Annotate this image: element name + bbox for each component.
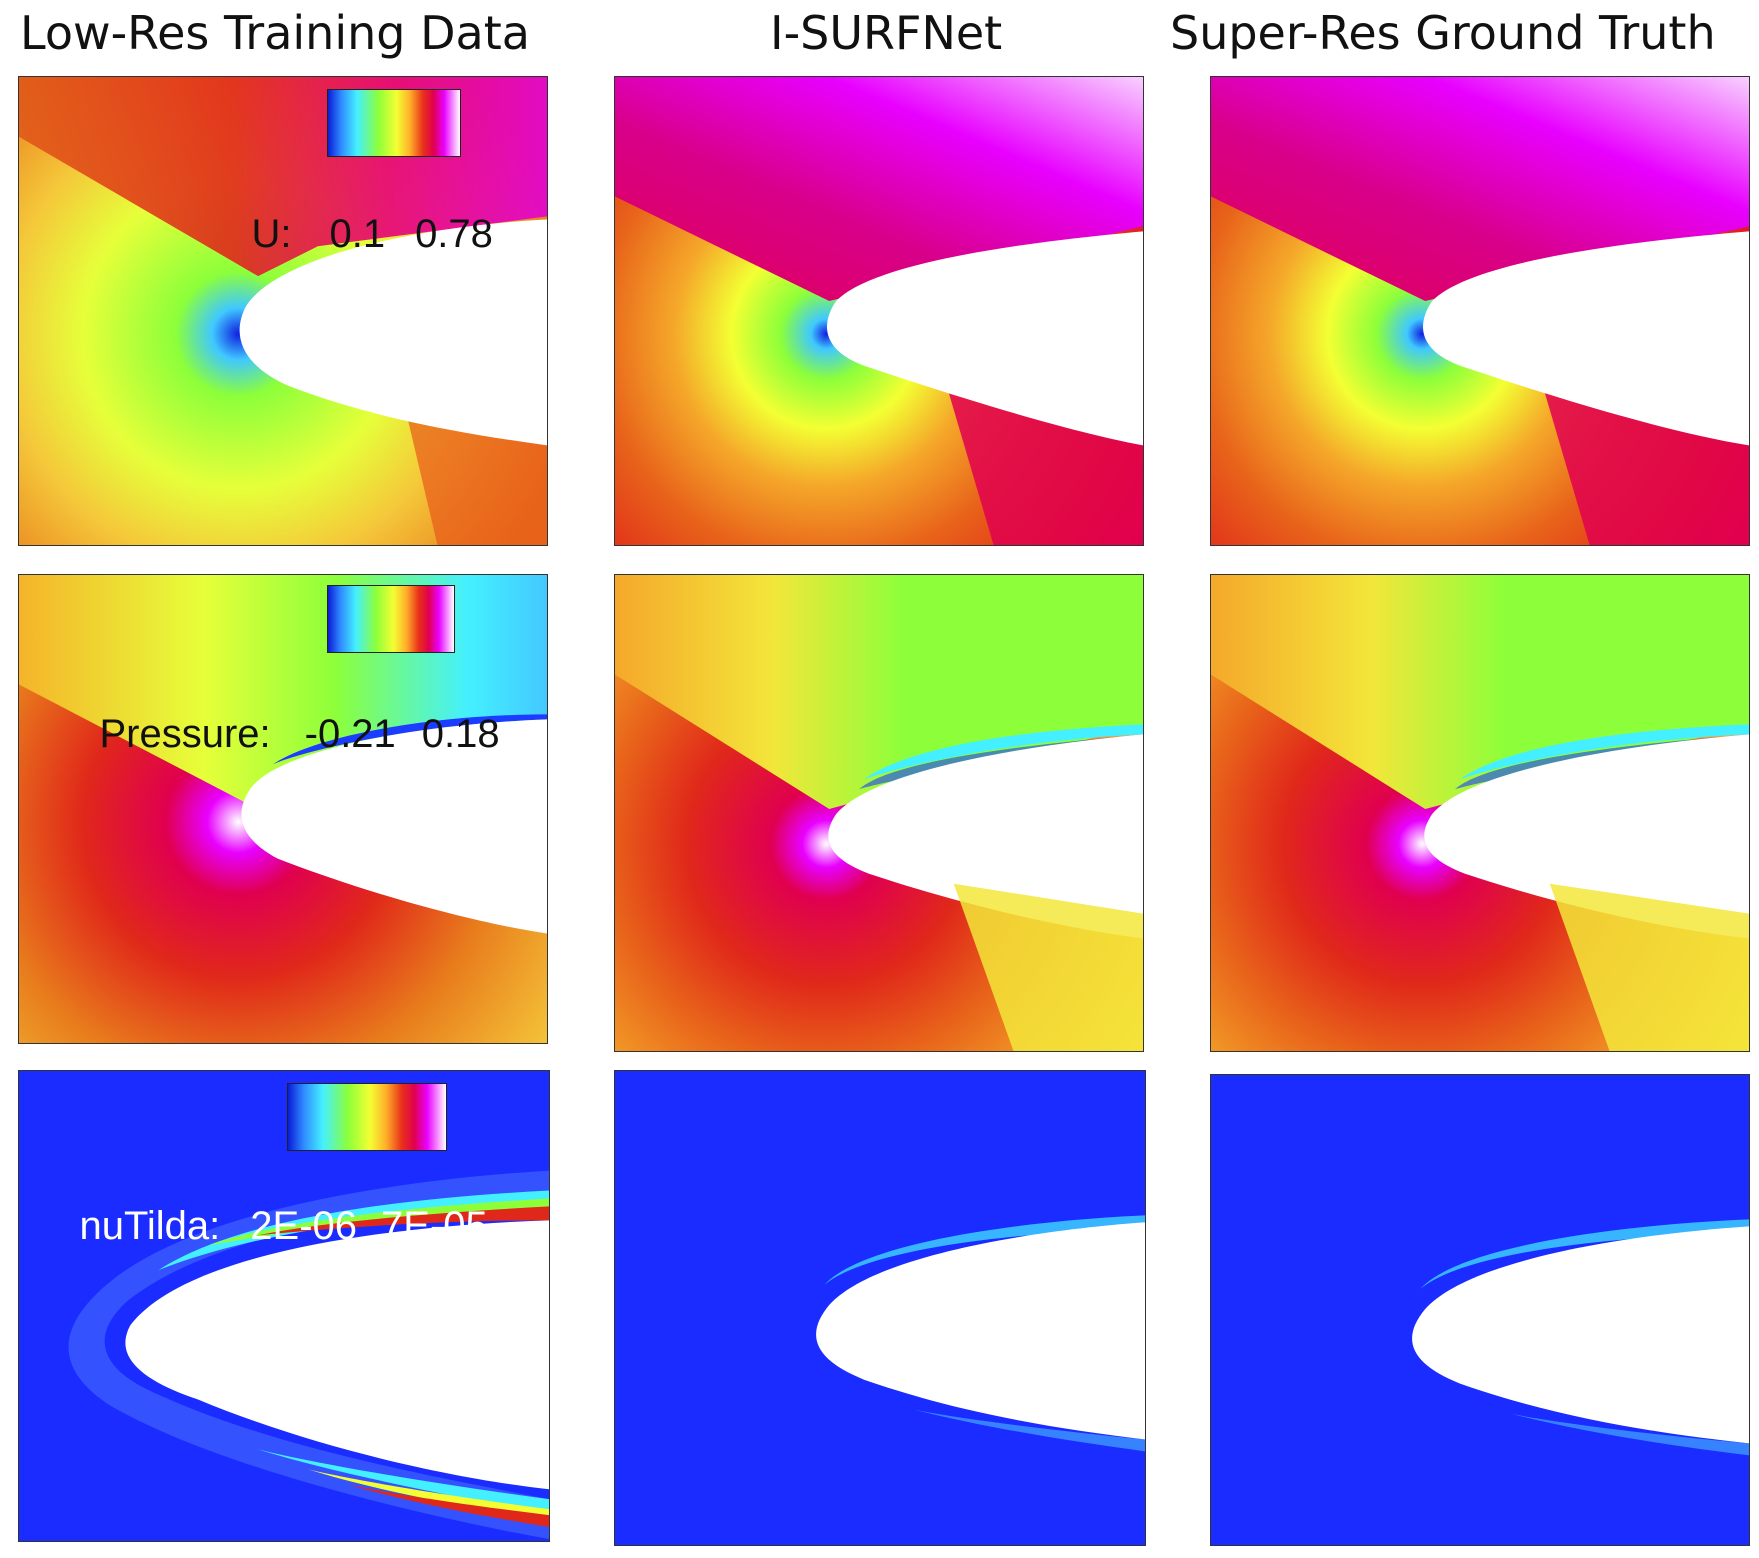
panel-pressure-low-res: Pressure: -0.21 0.18 bbox=[18, 574, 548, 1044]
u-colorbar bbox=[327, 89, 461, 157]
nutilda-min-value: 2E-06 bbox=[250, 1204, 358, 1248]
panel-u-ground-truth bbox=[1210, 76, 1750, 546]
panel-nutilda-ground-truth bbox=[1210, 1074, 1750, 1546]
panel-u-isurfnet bbox=[614, 76, 1144, 546]
pressure-legend-label: Pressure: -0.21 0.18 bbox=[55, 667, 500, 802]
nutilda-max-value: 7E-05 bbox=[381, 1204, 488, 1248]
pressure-colorbar bbox=[327, 585, 455, 653]
u-max-value: 0.78 bbox=[415, 212, 493, 256]
u-min-value: 0.1 bbox=[329, 212, 386, 256]
panel-nutilda-low-res: nuTilda: 2E-06 7E-05 bbox=[18, 1070, 550, 1542]
u-legend-label: U: 0.1 0.78 bbox=[207, 167, 493, 302]
column-title-ground-truth: Super-Res Ground Truth bbox=[1170, 6, 1716, 60]
panel-nutilda-isurfnet bbox=[614, 1070, 1146, 1546]
column-title-isurfnet: I-SURFNet bbox=[770, 6, 1003, 60]
panel-u-low-res: U: 0.1 0.78 bbox=[18, 76, 548, 546]
nutilda-legend-label: nuTilda: 2E-06 7E-05 bbox=[35, 1159, 488, 1294]
nutilda-colorbar bbox=[287, 1083, 447, 1151]
pressure-variable-name: Pressure: bbox=[99, 712, 271, 756]
pressure-min-value: -0.21 bbox=[304, 712, 396, 756]
pressure-max-value: 0.18 bbox=[421, 712, 500, 756]
panel-pressure-isurfnet bbox=[614, 574, 1144, 1052]
panel-pressure-ground-truth bbox=[1210, 574, 1750, 1052]
column-title-low-res: Low-Res Training Data bbox=[20, 6, 530, 60]
u-variable-name: U: bbox=[251, 212, 292, 256]
nutilda-variable-name: nuTilda: bbox=[79, 1204, 221, 1248]
